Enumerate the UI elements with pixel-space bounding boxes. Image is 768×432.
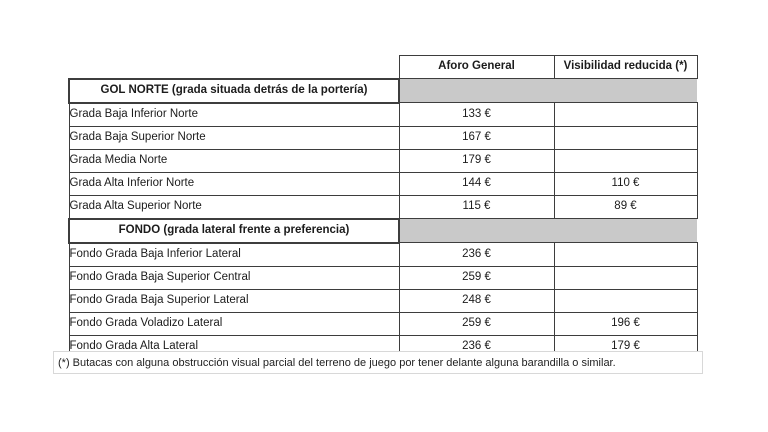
price-aforo-general: 144 € [398, 171, 555, 196]
row-label: Grada Baja Inferior Norte [68, 102, 400, 127]
price-aforo-general: 167 € [398, 125, 555, 150]
row-label: Fondo Grada Voladizo Lateral [68, 311, 400, 336]
table-row: Fondo Grada Baja Superior Lateral 248 € [68, 288, 698, 313]
section-fill-band [399, 218, 697, 243]
table-row: Grada Alta Superior Norte 115 €89 € [68, 194, 698, 219]
price-visibilidad-reducida [553, 148, 698, 173]
table-row: Grada Baja Superior Norte 167 € [68, 125, 698, 150]
section-row: FONDO (grada lateral frente a preferenci… [68, 217, 697, 244]
price-visibilidad-reducida: 89 € [553, 194, 698, 219]
price-aforo-general: 236 € [398, 242, 555, 267]
row-label: Fondo Grada Baja Inferior Lateral [68, 242, 400, 267]
price-aforo-general: 259 € [398, 265, 555, 290]
price-aforo-general: 248 € [398, 288, 555, 313]
table-row: Grada Alta Inferior Norte 144 €110 € [68, 171, 698, 196]
corner-empty-cell [69, 55, 399, 79]
price-visibilidad-reducida: 196 € [553, 311, 698, 336]
section-row: GOL NORTE (grada situada detrás de la po… [68, 77, 697, 104]
row-label: Grada Alta Inferior Norte [68, 171, 400, 196]
table-row: Grada Media Norte 179 € [68, 148, 698, 173]
price-visibilidad-reducida [553, 102, 698, 127]
table-row: Grada Baja Inferior Norte 133 € [68, 102, 698, 127]
table-header-row: Aforo General Visibilidad reducida (*) [69, 55, 698, 79]
row-label: Grada Alta Superior Norte [68, 194, 400, 219]
row-label: Fondo Grada Baja Superior Lateral [68, 288, 400, 313]
table-row: Fondo Grada Baja Superior Central 259 € [68, 265, 698, 290]
price-visibilidad-reducida: 110 € [553, 171, 698, 196]
row-label: Fondo Grada Baja Superior Central [68, 265, 400, 290]
price-aforo-general: 259 € [398, 311, 555, 336]
row-label: Grada Media Norte [68, 148, 400, 173]
section-title: FONDO (grada lateral frente a preferenci… [68, 217, 400, 244]
price-visibilidad-reducida [553, 288, 698, 313]
section-fill-band [399, 78, 697, 103]
section-title: GOL NORTE (grada situada detrás de la po… [68, 77, 400, 104]
price-table: Aforo General Visibilidad reducida (*) G… [68, 55, 698, 359]
price-visibilidad-reducida [553, 265, 698, 290]
price-aforo-general: 133 € [398, 102, 555, 127]
table-row: Fondo Grada Voladizo Lateral 259 €196 € [68, 311, 698, 336]
row-label: Grada Baja Superior Norte [68, 125, 400, 150]
price-aforo-general: 115 € [398, 194, 555, 219]
price-visibilidad-reducida [553, 125, 698, 150]
table-row: Fondo Grada Baja Inferior Lateral 236 € [68, 242, 698, 267]
price-aforo-general: 179 € [398, 148, 555, 173]
column-header-aforo-general: Aforo General [398, 55, 555, 79]
price-visibilidad-reducida [553, 242, 698, 267]
footnote: (*) Butacas con alguna obstrucción visua… [53, 351, 703, 374]
column-header-visibilidad-reducida: Visibilidad reducida (*) [553, 55, 698, 79]
